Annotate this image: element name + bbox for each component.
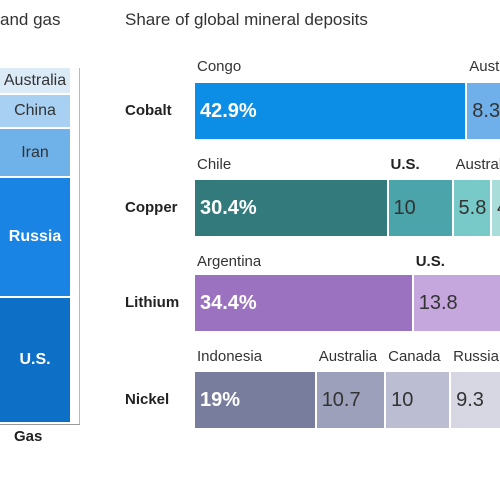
- value-label-copper-1: 10: [393, 196, 416, 219]
- gas-segment-u-s: U.S.: [0, 298, 70, 422]
- value-label-copper-2: 5.8: [458, 196, 487, 219]
- bar-lithium-0: 34.4%: [195, 275, 412, 331]
- bar-nickel-3: 9.3: [451, 372, 500, 428]
- bar-copper-1: 10: [388, 180, 452, 236]
- gas-column-label: Gas: [14, 428, 43, 445]
- bar-copper-3: 4: [492, 180, 500, 236]
- country-label-copper-0: Chile: [197, 156, 232, 173]
- bar-copper-0: 30.4%: [195, 180, 387, 236]
- gas-segment-iran: Iran: [0, 129, 70, 176]
- value-label-copper-3: 4: [492, 197, 500, 220]
- value-label-cobalt-1: 8.3: [472, 99, 500, 122]
- bar-nickel-2: 10: [386, 372, 450, 428]
- gas-segment-russia: Russia: [0, 178, 70, 296]
- value-label-nickel-2: 10: [391, 388, 414, 411]
- gas-baseline: [0, 424, 80, 425]
- value-label-copper-0: 30.4%: [200, 196, 257, 219]
- gas-stacked-column: Australia China Iran Russia U.S.: [0, 68, 70, 424]
- bar-cobalt-1: 8.3: [467, 83, 500, 139]
- country-label-copper-2: Australia: [455, 156, 500, 173]
- value-label-nickel-0: 19%: [200, 388, 241, 411]
- value-label-lithium-1: 13.8: [418, 291, 458, 314]
- bar-nickel-0: 19%: [195, 372, 315, 428]
- row-label-copper: Copper: [125, 199, 178, 216]
- bar-lithium-1: 13.8: [413, 275, 500, 331]
- country-label-lithium-0: Argentina: [197, 253, 262, 270]
- country-label-cobalt-0: Congo: [197, 58, 242, 75]
- gas-segment-australia: Australia: [0, 68, 70, 93]
- country-label-nickel-3: Russia: [453, 348, 499, 365]
- bar-nickel-1: 10.7: [316, 372, 385, 428]
- country-label-nickel-1: Australia: [318, 348, 378, 365]
- value-label-lithium-0: 34.4%: [200, 291, 257, 314]
- country-label-lithium-1: U.S.: [415, 253, 445, 270]
- gas-axis-line: [79, 68, 80, 424]
- bar-copper-2: 5.8: [453, 180, 491, 236]
- country-label-copper-1: U.S.: [390, 156, 420, 173]
- country-label-nickel-2: Canada: [388, 348, 441, 365]
- bar-cobalt-0: 42.9%: [195, 83, 466, 139]
- chart-title: Share of global mineral deposits: [125, 10, 368, 29]
- value-label-cobalt-0: 42.9%: [200, 99, 257, 122]
- country-label-cobalt-1: Austra: [469, 58, 500, 75]
- row-label-cobalt: Cobalt: [125, 102, 172, 119]
- gas-panel-title: and gas: [0, 10, 61, 29]
- country-label-nickel-0: Indonesia: [197, 348, 263, 365]
- value-label-nickel-1: 10.7: [321, 388, 361, 411]
- value-label-nickel-3: 9.3: [456, 388, 484, 411]
- gas-segment-china: China: [0, 95, 70, 127]
- row-label-lithium: Lithium: [125, 294, 180, 311]
- row-label-nickel: Nickel: [125, 391, 170, 408]
